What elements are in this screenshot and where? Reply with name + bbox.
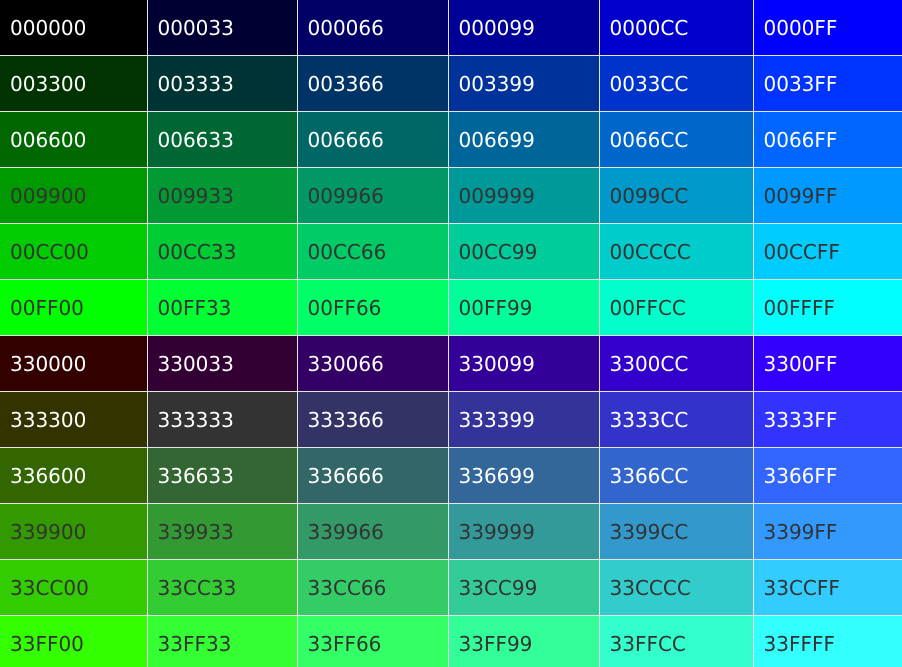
color-swatch[interactable]: 3300CC bbox=[598, 335, 754, 392]
color-swatch[interactable]: 3399FF bbox=[752, 503, 902, 560]
color-swatch[interactable]: 00CCCC bbox=[598, 223, 754, 280]
color-swatch[interactable]: 333399 bbox=[447, 391, 600, 448]
color-swatch[interactable]: 336633 bbox=[146, 447, 298, 504]
palette-row: 00CC00 00CC33 00CC66 00CC99 00CCCC 00CCFF bbox=[0, 223, 902, 280]
color-swatch[interactable]: 00CCFF bbox=[752, 223, 902, 280]
color-swatch[interactable]: 330099 bbox=[447, 335, 600, 392]
color-swatch[interactable]: 33FF33 bbox=[146, 615, 298, 667]
color-swatch[interactable]: 3366FF bbox=[752, 447, 902, 504]
color-swatch[interactable]: 330033 bbox=[146, 335, 298, 392]
color-swatch[interactable]: 006699 bbox=[447, 111, 600, 168]
color-swatch[interactable]: 003300 bbox=[0, 55, 148, 112]
color-swatch[interactable]: 33CCCC bbox=[598, 559, 754, 616]
color-swatch[interactable]: 333333 bbox=[146, 391, 298, 448]
color-swatch[interactable]: 33FF99 bbox=[447, 615, 600, 667]
palette-row: 003300 003333 003366 003399 0033CC 0033FF bbox=[0, 55, 902, 112]
color-swatch[interactable]: 003333 bbox=[146, 55, 298, 112]
palette-row: 33CC00 33CC33 33CC66 33CC99 33CCCC 33CCFF bbox=[0, 559, 902, 616]
palette-row: 00FF00 00FF33 00FF66 00FF99 00FFCC 00FFFF bbox=[0, 279, 902, 336]
color-swatch[interactable]: 00FF33 bbox=[146, 279, 298, 336]
color-swatch[interactable]: 33FF00 bbox=[0, 615, 148, 667]
color-swatch[interactable]: 339966 bbox=[296, 503, 449, 560]
color-swatch[interactable]: 009999 bbox=[447, 167, 600, 224]
color-swatch[interactable]: 3300FF bbox=[752, 335, 902, 392]
color-swatch[interactable]: 336666 bbox=[296, 447, 449, 504]
color-swatch[interactable]: 00FF99 bbox=[447, 279, 600, 336]
color-swatch[interactable]: 009900 bbox=[0, 167, 148, 224]
color-swatch[interactable]: 009966 bbox=[296, 167, 449, 224]
color-swatch[interactable]: 339900 bbox=[0, 503, 148, 560]
color-swatch[interactable]: 33CC66 bbox=[296, 559, 449, 616]
color-swatch[interactable]: 0066CC bbox=[598, 111, 754, 168]
palette-row: 33FF00 33FF33 33FF66 33FF99 33FFCC 33FFFF bbox=[0, 615, 902, 667]
color-swatch[interactable]: 000099 bbox=[447, 0, 600, 56]
color-swatch[interactable]: 3399CC bbox=[598, 503, 754, 560]
color-swatch[interactable]: 00FF66 bbox=[296, 279, 449, 336]
color-swatch[interactable]: 339999 bbox=[447, 503, 600, 560]
color-swatch[interactable]: 33CCFF bbox=[752, 559, 902, 616]
color-swatch[interactable]: 00FFCC bbox=[598, 279, 754, 336]
color-swatch[interactable]: 00CC33 bbox=[146, 223, 298, 280]
palette-row: 330000 330033 330066 330099 3300CC 3300FF bbox=[0, 335, 902, 392]
color-swatch[interactable]: 336699 bbox=[447, 447, 600, 504]
color-swatch[interactable]: 00CC99 bbox=[447, 223, 600, 280]
color-swatch[interactable]: 333300 bbox=[0, 391, 148, 448]
color-swatch[interactable]: 33CC33 bbox=[146, 559, 298, 616]
color-swatch[interactable]: 003366 bbox=[296, 55, 449, 112]
color-swatch[interactable]: 006666 bbox=[296, 111, 449, 168]
color-swatch[interactable]: 009933 bbox=[146, 167, 298, 224]
color-swatch[interactable]: 33FFCC bbox=[598, 615, 754, 667]
color-swatch[interactable]: 33CC00 bbox=[0, 559, 148, 616]
color-swatch[interactable]: 006600 bbox=[0, 111, 148, 168]
color-swatch[interactable]: 0099CC bbox=[598, 167, 754, 224]
palette-row: 339900 339933 339966 339999 3399CC 3399FF bbox=[0, 503, 902, 560]
color-swatch[interactable]: 3366CC bbox=[598, 447, 754, 504]
color-swatch[interactable]: 006633 bbox=[146, 111, 298, 168]
palette-row: 336600 336633 336666 336699 3366CC 3366FF bbox=[0, 447, 902, 504]
color-swatch[interactable]: 33CC99 bbox=[447, 559, 600, 616]
color-swatch[interactable]: 000000 bbox=[0, 0, 148, 56]
color-swatch[interactable]: 3333CC bbox=[598, 391, 754, 448]
color-swatch[interactable]: 0099FF bbox=[752, 167, 902, 224]
color-swatch[interactable]: 00CC66 bbox=[296, 223, 449, 280]
color-swatch[interactable]: 0000CC bbox=[598, 0, 754, 56]
color-swatch[interactable]: 333366 bbox=[296, 391, 449, 448]
color-swatch[interactable]: 00FFFF bbox=[752, 279, 902, 336]
color-swatch[interactable]: 33FF66 bbox=[296, 615, 449, 667]
palette-row: 009900 009933 009966 009999 0099CC 0099FF bbox=[0, 167, 902, 224]
color-swatch[interactable]: 339933 bbox=[146, 503, 298, 560]
palette-row: 006600 006633 006666 006699 0066CC 0066FF bbox=[0, 111, 902, 168]
palette-row: 333300 333333 333366 333399 3333CC 3333FF bbox=[0, 391, 902, 448]
color-swatch[interactable]: 0033CC bbox=[598, 55, 754, 112]
color-swatch[interactable]: 003399 bbox=[447, 55, 600, 112]
color-swatch[interactable]: 00FF00 bbox=[0, 279, 148, 336]
color-swatch[interactable]: 00CC00 bbox=[0, 223, 148, 280]
palette-row: 000000 000033 000066 000099 0000CC 0000FF bbox=[0, 0, 902, 56]
color-swatch[interactable]: 336600 bbox=[0, 447, 148, 504]
color-swatch[interactable]: 33FFFF bbox=[752, 615, 902, 667]
color-swatch[interactable]: 330066 bbox=[296, 335, 449, 392]
color-swatch[interactable]: 0033FF bbox=[752, 55, 902, 112]
color-swatch[interactable]: 0066FF bbox=[752, 111, 902, 168]
color-swatch[interactable]: 330000 bbox=[0, 335, 148, 392]
color-swatch[interactable]: 000066 bbox=[296, 0, 449, 56]
color-swatch[interactable]: 3333FF bbox=[752, 391, 902, 448]
color-swatch[interactable]: 0000FF bbox=[752, 0, 902, 56]
color-swatch[interactable]: 000033 bbox=[146, 0, 298, 56]
